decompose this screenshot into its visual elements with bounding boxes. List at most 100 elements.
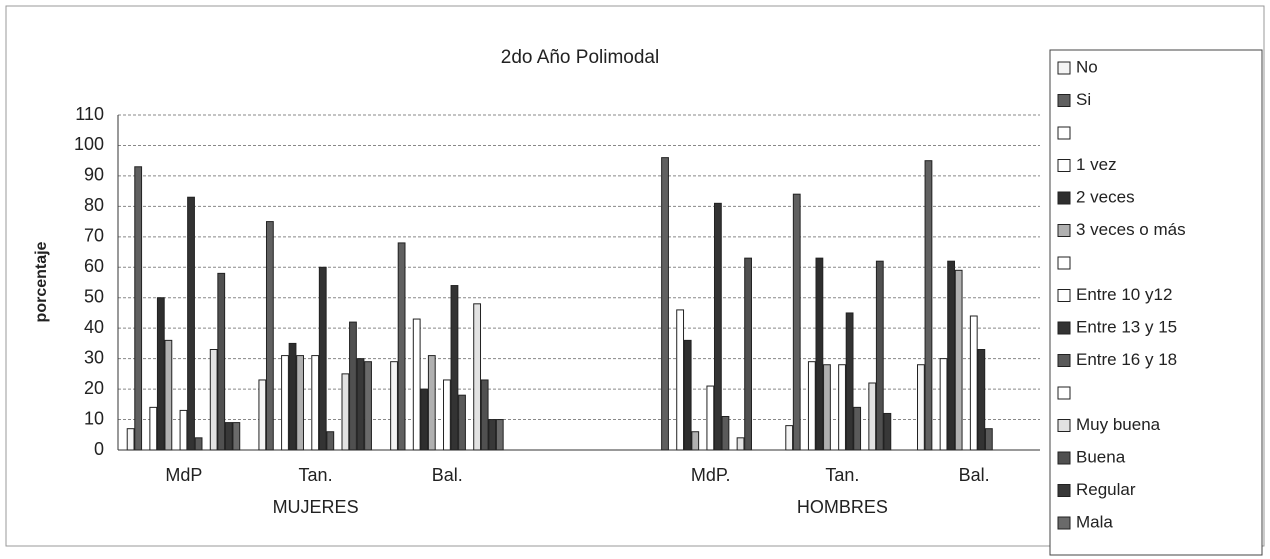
legend-label: Regular (1076, 480, 1136, 499)
legend-swatch (1057, 484, 1071, 497)
bar (845, 312, 854, 451)
bar (853, 406, 862, 451)
bar (875, 260, 884, 451)
bar (156, 297, 165, 451)
bar (420, 388, 429, 451)
bar (364, 361, 372, 451)
y-tick-label: 90 (84, 165, 104, 185)
bar (480, 379, 489, 451)
bar (450, 285, 459, 451)
bar (807, 361, 816, 451)
bar (296, 355, 304, 451)
bar (427, 355, 436, 451)
bar (356, 358, 365, 451)
bar (977, 349, 986, 451)
legend-label: Entre 10 y12 (1076, 285, 1172, 304)
legend-swatch (1057, 224, 1071, 237)
bar (194, 437, 203, 451)
bar (326, 431, 335, 451)
legend-swatch (1057, 386, 1071, 400)
legend-swatch (1057, 61, 1071, 75)
bar (706, 385, 715, 451)
legend-swatch (1057, 321, 1071, 335)
bar (209, 349, 218, 451)
y-tick-label: 50 (84, 286, 104, 306)
legend-label: Entre 13 y 15 (1076, 317, 1177, 336)
bar (713, 202, 722, 451)
legend-swatch (1057, 289, 1071, 302)
bar (443, 379, 451, 451)
bar (736, 437, 745, 451)
y-tick-label: 20 (84, 378, 104, 398)
bar (969, 315, 978, 451)
bar (488, 419, 497, 451)
bar (473, 303, 482, 451)
legend-swatch (1057, 354, 1071, 367)
bar (917, 364, 925, 451)
bar (691, 431, 700, 451)
legend-label: Buena (1076, 447, 1126, 466)
bar (868, 382, 877, 451)
legend-swatch (1057, 159, 1071, 172)
y-tick-label: 40 (84, 317, 104, 337)
group-label: MUJERES (273, 497, 359, 517)
bar (947, 260, 956, 451)
bar (792, 193, 801, 451)
bar (984, 428, 993, 451)
bar (134, 166, 143, 451)
bar (815, 257, 824, 451)
x-tick-label: Bal. (959, 465, 990, 485)
legend-swatch (1057, 419, 1071, 432)
bar (341, 373, 350, 451)
legend-swatch (1057, 126, 1071, 140)
bar (187, 196, 195, 451)
bar (149, 406, 158, 451)
bar (265, 221, 274, 451)
bar (838, 364, 846, 451)
legend-label: No (1076, 57, 1098, 76)
bar (683, 339, 692, 451)
bar (318, 266, 327, 451)
x-tick-label: Tan. (825, 465, 859, 485)
y-tick-label: 110 (75, 104, 104, 124)
bar (349, 321, 357, 451)
bar (954, 269, 963, 451)
group-label: HOMBRES (797, 497, 888, 517)
bar (281, 355, 289, 451)
legend-label: Entre 16 y 18 (1076, 350, 1177, 369)
bar (785, 425, 794, 451)
legend-label: Si (1076, 90, 1091, 109)
bar (939, 358, 948, 451)
x-tick-label: Tan. (299, 465, 333, 485)
y-tick-label: 10 (84, 408, 104, 428)
bar (288, 342, 297, 451)
bar (495, 419, 504, 451)
legend-label: Mala (1076, 512, 1113, 531)
bar (179, 409, 188, 451)
y-tick-label: 80 (84, 195, 104, 215)
bar (823, 364, 831, 451)
legend-label: Muy buena (1076, 415, 1161, 434)
y-axis-label: porcentaje (33, 241, 50, 322)
x-tick-label: MdP. (691, 465, 731, 485)
bar (217, 272, 226, 451)
bar (390, 361, 398, 451)
x-tick-label: Bal. (432, 465, 463, 485)
y-tick-label: 0 (94, 439, 104, 459)
legend-swatch (1057, 451, 1071, 465)
y-tick-label: 30 (84, 347, 104, 367)
legend-swatch (1057, 516, 1071, 530)
legend-label: 1 vez (1076, 155, 1117, 174)
bar (924, 160, 933, 451)
chart-border (5, 5, 1265, 547)
y-tick-label: 100 (74, 134, 104, 154)
y-tick-label: 60 (84, 256, 104, 276)
legend-label: 3 veces o más (1076, 220, 1186, 239)
legend-label: 2 veces (1076, 187, 1135, 206)
bar (126, 428, 135, 451)
bar (458, 394, 466, 451)
bar (883, 412, 892, 451)
bar (661, 157, 669, 451)
bar (744, 257, 752, 451)
